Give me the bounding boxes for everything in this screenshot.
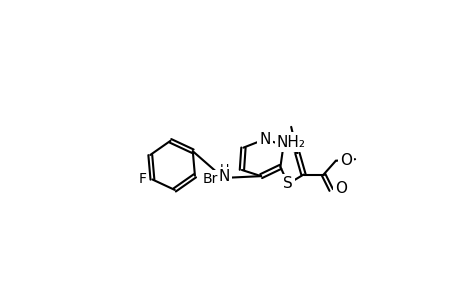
Text: O: O bbox=[339, 153, 351, 168]
Text: N: N bbox=[259, 132, 270, 147]
Text: F: F bbox=[138, 172, 146, 187]
Text: O: O bbox=[334, 181, 347, 196]
Text: NH₂: NH₂ bbox=[276, 135, 305, 150]
Text: H: H bbox=[219, 164, 229, 176]
Text: Br: Br bbox=[202, 172, 218, 186]
Text: N: N bbox=[218, 169, 230, 184]
Text: S: S bbox=[283, 176, 292, 191]
